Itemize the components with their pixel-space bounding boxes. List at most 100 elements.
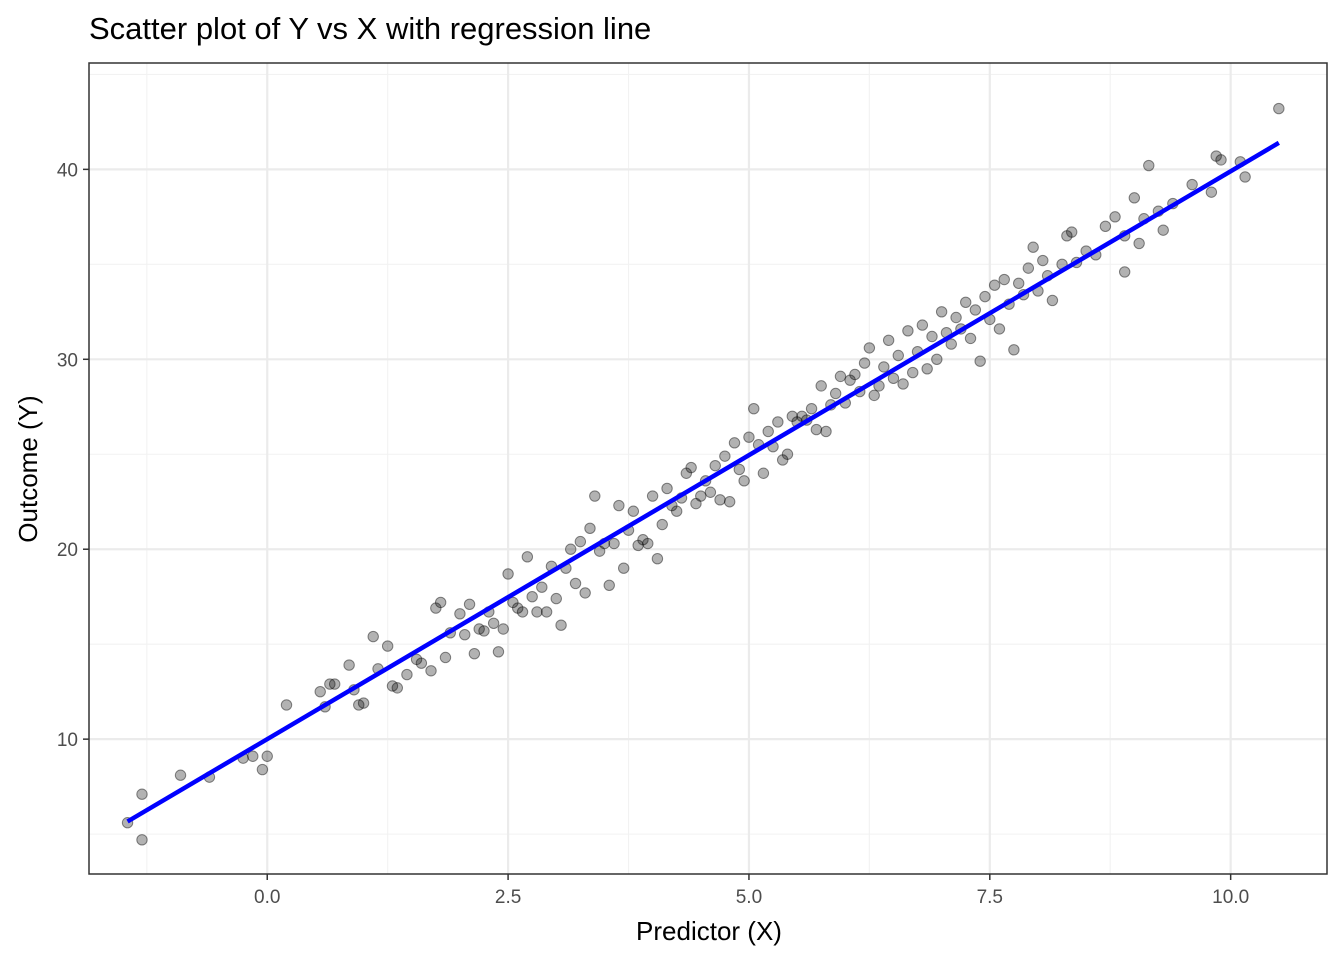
data-point	[632, 539, 644, 552]
data-point	[1008, 344, 1020, 356]
data-point	[1157, 224, 1169, 236]
data-point	[786, 410, 798, 422]
data-point	[781, 448, 794, 460]
data-point	[357, 697, 370, 709]
data-point	[858, 357, 871, 369]
chart-title: Scatter plot of Y vs X with regression l…	[89, 11, 651, 46]
data-point	[661, 482, 673, 495]
data-point	[637, 534, 649, 546]
data-point	[174, 769, 187, 781]
data-point	[618, 562, 630, 574]
data-point	[916, 319, 929, 331]
data-point	[728, 437, 741, 449]
data-point	[651, 553, 664, 565]
data-point	[550, 592, 562, 605]
data-point	[1239, 171, 1251, 183]
data-point	[988, 279, 1001, 291]
data-point	[280, 699, 293, 711]
data-point	[1065, 226, 1078, 238]
data-point	[964, 332, 977, 345]
data-point	[492, 646, 505, 658]
data-point	[247, 750, 259, 762]
data-point	[430, 602, 442, 614]
data-point	[353, 699, 365, 711]
data-point	[695, 490, 707, 502]
data-point	[926, 330, 938, 343]
data-point	[1210, 150, 1222, 162]
data-point	[670, 505, 683, 517]
data-point	[589, 490, 601, 502]
data-point	[1061, 230, 1073, 242]
data-point	[425, 665, 437, 677]
data-point	[1133, 237, 1145, 250]
data-point	[324, 678, 336, 690]
data-point	[256, 763, 269, 776]
data-point	[613, 499, 625, 512]
data-point	[772, 416, 784, 428]
data-point	[516, 606, 529, 618]
data-point	[680, 467, 693, 479]
data-point	[579, 587, 591, 599]
data-point	[907, 366, 919, 379]
data-point	[969, 304, 982, 316]
data-point	[343, 659, 355, 671]
data-point	[1099, 220, 1112, 233]
data-point	[536, 581, 548, 593]
data-point	[531, 606, 543, 618]
data-point	[998, 273, 1010, 286]
data-point	[709, 459, 721, 472]
data-point	[685, 461, 697, 474]
data-point	[892, 349, 904, 362]
data-point	[805, 402, 818, 415]
data-point	[367, 630, 379, 643]
data-point	[521, 551, 534, 563]
data-point	[844, 374, 856, 386]
data-point	[540, 606, 553, 618]
x-tick-label: 7.5	[977, 887, 1003, 908]
data-point	[434, 596, 447, 609]
data-point	[478, 625, 490, 637]
data-point	[1013, 277, 1025, 290]
data-point	[733, 463, 746, 476]
data-point	[829, 387, 842, 400]
data-point	[868, 389, 880, 402]
data-point	[565, 543, 577, 555]
data-point	[1186, 178, 1198, 191]
data-point	[487, 617, 500, 629]
data-point	[328, 678, 341, 690]
data-point	[391, 682, 403, 694]
data-point	[849, 368, 861, 381]
data-point	[410, 653, 423, 666]
x-tick-label: 0.0	[254, 887, 280, 908]
y-tick-label: 20	[57, 540, 78, 561]
data-point	[887, 372, 900, 384]
data-point	[776, 454, 789, 466]
data-point	[627, 505, 640, 517]
data-point	[646, 490, 659, 502]
data-point	[993, 323, 1006, 335]
data-point	[714, 494, 726, 506]
data-point	[608, 537, 620, 550]
data-point	[931, 353, 943, 365]
data-point	[1022, 262, 1035, 274]
data-point	[820, 425, 832, 438]
data-point	[1046, 294, 1059, 307]
regression-line	[126, 140, 1280, 824]
data-point	[1037, 254, 1049, 267]
data-point	[1027, 241, 1039, 253]
data-point	[878, 361, 890, 373]
data-point	[810, 423, 823, 436]
data-point	[526, 591, 538, 603]
data-point	[757, 467, 770, 479]
data-point	[1205, 186, 1218, 198]
data-point	[950, 311, 962, 324]
data-point	[415, 657, 428, 669]
data-point	[593, 545, 606, 557]
data-point	[882, 334, 895, 346]
data-point	[136, 788, 148, 800]
data-point	[1128, 192, 1141, 204]
data-point	[507, 596, 519, 609]
data-point	[502, 568, 514, 580]
data-point	[1273, 102, 1285, 115]
